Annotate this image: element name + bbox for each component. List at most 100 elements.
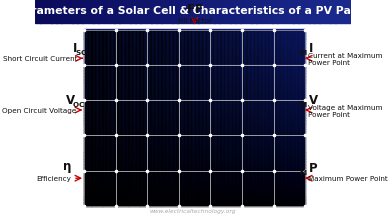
Bar [85, 66, 115, 99]
Bar [116, 100, 147, 135]
Bar [84, 53, 305, 56]
Bar [167, 0, 173, 23]
Text: Voltage at Maximum
Power Point: Voltage at Maximum Power Point [308, 104, 383, 118]
Bar [242, 135, 274, 171]
Bar [84, 47, 305, 50]
Bar [274, 30, 305, 65]
Bar [84, 194, 305, 197]
Bar [51, 0, 57, 23]
Bar [154, 30, 158, 206]
Bar [325, 0, 331, 23]
Bar [103, 30, 106, 206]
Bar [242, 170, 274, 206]
Bar [84, 147, 305, 150]
Bar [217, 30, 221, 206]
Bar [243, 30, 246, 206]
Bar [180, 66, 209, 99]
Bar [84, 65, 116, 100]
Bar [84, 41, 305, 44]
Bar [151, 30, 154, 206]
Bar [109, 0, 115, 23]
Text: $\mathbf{P}$: $\mathbf{P}$ [308, 162, 319, 175]
Bar [148, 101, 178, 135]
Bar [85, 136, 115, 170]
Bar [169, 30, 173, 206]
Bar [91, 30, 96, 206]
Bar [114, 0, 120, 23]
Bar [165, 30, 169, 206]
Text: $\mathbf{I}$: $\mathbf{I}$ [308, 42, 314, 55]
Bar [84, 50, 305, 53]
Bar [177, 0, 183, 23]
Bar [148, 136, 178, 170]
Bar [184, 30, 188, 206]
Bar [84, 155, 305, 159]
Bar [268, 30, 272, 206]
Bar [224, 30, 228, 206]
Bar [151, 0, 157, 23]
Bar [121, 30, 125, 206]
Bar [125, 30, 129, 206]
Bar [220, 30, 225, 206]
Bar [193, 0, 199, 23]
Bar [84, 73, 305, 77]
Bar [191, 30, 195, 206]
Bar [180, 101, 209, 135]
Bar [84, 62, 305, 65]
Bar [143, 30, 147, 206]
Bar [279, 30, 284, 206]
Bar [298, 0, 304, 23]
Bar [113, 30, 117, 206]
Bar [84, 176, 305, 179]
Bar [225, 0, 230, 23]
Bar [213, 30, 217, 206]
Bar [84, 144, 305, 147]
Bar [275, 30, 304, 64]
Bar [117, 30, 121, 206]
Bar [84, 182, 305, 185]
Bar [275, 171, 304, 205]
Text: Efficiency: Efficiency [37, 176, 71, 182]
Bar [309, 0, 315, 23]
Bar [84, 82, 305, 85]
Bar [211, 101, 241, 135]
Bar [274, 100, 305, 135]
Bar [211, 65, 242, 100]
Bar [88, 0, 94, 23]
Bar [239, 30, 243, 206]
Text: $_{\mathbf{M}}$: $_{\mathbf{M}}$ [299, 99, 308, 110]
Bar [179, 170, 211, 206]
Bar [85, 171, 115, 205]
Bar [304, 0, 310, 23]
Bar [211, 30, 242, 65]
Bar [84, 44, 305, 47]
Bar [84, 76, 305, 80]
Bar [84, 100, 305, 103]
Bar [241, 0, 246, 23]
Bar [128, 30, 132, 206]
Bar [84, 103, 305, 106]
Text: $\mathbf{I}$: $\mathbf{I}$ [73, 42, 78, 55]
Bar [139, 30, 144, 206]
Bar [202, 30, 206, 206]
Bar [61, 0, 67, 23]
Bar [274, 170, 305, 206]
Bar [84, 79, 305, 82]
Bar [67, 0, 73, 23]
Bar [214, 0, 220, 23]
Bar [242, 100, 274, 135]
Bar [242, 65, 274, 100]
Bar [117, 30, 146, 64]
Bar [209, 0, 215, 23]
Bar [277, 0, 283, 23]
Bar [84, 108, 305, 112]
Bar [250, 30, 254, 206]
Bar [84, 132, 305, 135]
Bar [84, 158, 305, 162]
Text: $\mathbf{V}$: $\mathbf{V}$ [308, 94, 319, 107]
Bar [135, 0, 141, 23]
Bar [314, 0, 320, 23]
Bar [116, 135, 147, 171]
Bar [84, 150, 305, 153]
Bar [243, 30, 273, 64]
